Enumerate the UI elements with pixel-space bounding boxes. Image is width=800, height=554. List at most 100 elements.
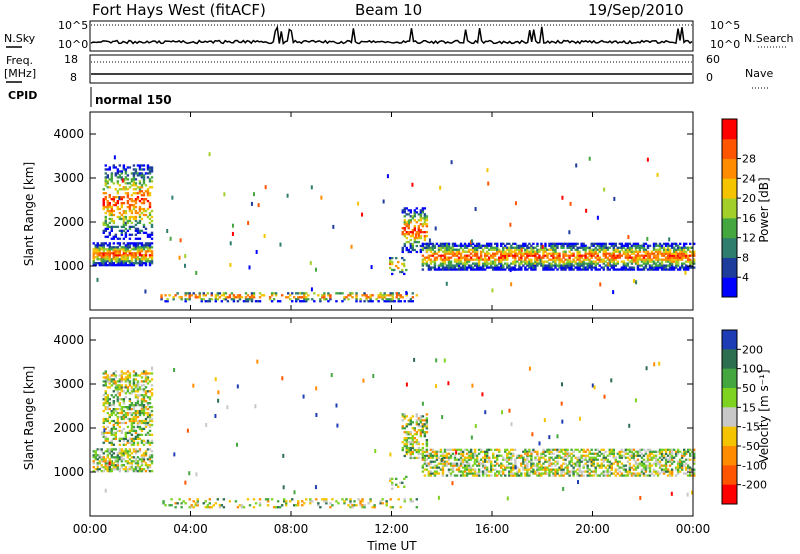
heatmap-cell [616, 262, 620, 265]
heatmap-cell [538, 254, 541, 257]
heatmap-cell [118, 411, 122, 415]
heatmap-cell [128, 372, 132, 375]
heatmap-cell [650, 266, 654, 269]
heatmap-cell [388, 262, 392, 266]
heatmap-cell [506, 258, 509, 261]
heatmap-cell [329, 294, 332, 297]
heatmap-cell [140, 246, 144, 249]
heatmap-cell [401, 425, 404, 428]
heatmap-cell [236, 384, 239, 389]
heatmap-cell [407, 233, 410, 236]
heatmap-cell [429, 246, 433, 249]
heatmap-cell [481, 248, 485, 251]
heatmap-cell [654, 256, 658, 259]
heatmap-cell [144, 419, 148, 423]
heatmap-cell [600, 462, 603, 465]
heatmap-cell [321, 296, 324, 299]
heatmap-cell [592, 462, 595, 465]
heatmap-cell [124, 170, 128, 173]
heatmap-cell [622, 466, 626, 469]
heatmap-cell [104, 419, 107, 423]
heatmap-cell [377, 300, 380, 303]
heatmap-cell [453, 266, 457, 269]
heatmap-cell [554, 252, 557, 255]
heatmap-cell [116, 256, 120, 259]
heatmap-cell [674, 452, 678, 455]
heatmap-cell [164, 294, 167, 297]
heatmap-cell [512, 268, 515, 271]
heatmap-cell [102, 409, 105, 413]
heatmap-cell [405, 423, 408, 426]
heatmap-cell [512, 454, 515, 457]
beam-label: Beam 10 [355, 1, 422, 19]
heatmap-cell [403, 498, 406, 501]
heatmap-cell [224, 298, 228, 301]
heatmap-cell [375, 298, 378, 301]
heatmap-cell [413, 219, 417, 222]
heatmap-cell [132, 370, 136, 373]
heatmap-cell [542, 466, 545, 469]
heatmap-cell [614, 250, 618, 253]
heatmap-cell [130, 198, 134, 201]
heatmap-cell [397, 292, 400, 295]
heatmap-cell [370, 265, 373, 270]
heatmap-cell [550, 462, 553, 465]
heatmap-cell [636, 264, 640, 267]
heatmap-cell [401, 270, 404, 274]
heatmap-cell [102, 264, 105, 267]
heatmap-cell [102, 244, 105, 247]
heatmap-cell [693, 460, 696, 463]
colorbar-swatch [722, 465, 737, 486]
heatmap-cell [447, 448, 451, 451]
heatmap-cell [196, 502, 199, 505]
heatmap-cell [494, 464, 497, 467]
heatmap-cell [374, 449, 377, 454]
heatmap-cell [421, 431, 425, 434]
heatmap-cell [644, 468, 648, 471]
heatmap-cell [524, 448, 527, 451]
heatmap-cell [580, 472, 583, 475]
heatmap-cell [473, 470, 477, 473]
heatmap-cell [572, 472, 575, 475]
heatmap-cell [134, 201, 138, 205]
heatmap-cell [502, 268, 505, 271]
heatmap-cell [662, 258, 666, 261]
heatmap-cell [122, 413, 126, 417]
heatmap-cell [514, 462, 517, 465]
heatmap-cell [684, 246, 688, 249]
heatmap-cell [134, 404, 138, 407]
heatmap-cell [138, 188, 142, 191]
heatmap-cell [100, 448, 103, 451]
cpid-mode: normal 150 [95, 93, 172, 107]
heatmap-cell [536, 248, 539, 251]
heatmap-cell [656, 460, 660, 463]
heatmap-cell [465, 254, 469, 257]
heatmap-cell [106, 431, 109, 435]
heatmap-cell [630, 252, 634, 255]
heatmap-cell [666, 254, 670, 257]
heatmap-cell [467, 258, 471, 261]
heatmap-cell [118, 398, 122, 401]
heatmap-cell [126, 407, 130, 411]
heatmap-cell [693, 468, 696, 471]
heatmap-cell [538, 458, 541, 461]
heatmap-cell [572, 246, 575, 249]
heatmap-cell [150, 417, 154, 421]
heatmap-cell [403, 427, 406, 430]
heatmap-cell [435, 454, 439, 457]
heatmap-cell [114, 466, 118, 469]
heatmap-cell [98, 468, 101, 471]
heatmap-cell [542, 472, 545, 475]
heatmap-cell [564, 472, 567, 475]
heatmap-cell [130, 411, 134, 415]
heatmap-cell [554, 264, 557, 267]
heatmap-cell [104, 176, 107, 179]
heatmap-cell [473, 472, 477, 475]
heatmap-cell [447, 248, 451, 251]
heatmap-cell [459, 244, 463, 247]
heatmap-cell [654, 454, 658, 457]
heatmap-cell [439, 185, 442, 190]
heatmap-cell [114, 431, 118, 435]
heatmap-cell [686, 474, 690, 477]
heatmap-cell [343, 296, 346, 299]
